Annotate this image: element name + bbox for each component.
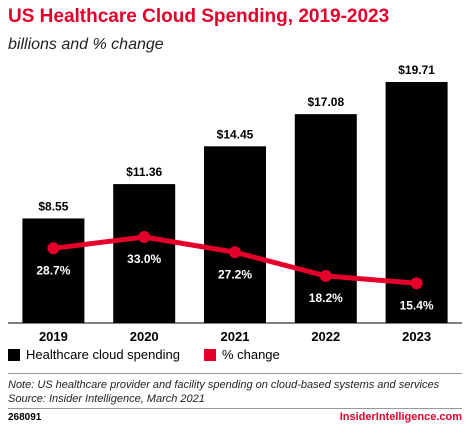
pct-point-2020 (138, 231, 151, 243)
x-tick-label-2020: 2020 (130, 329, 159, 344)
legend-item-change: % change (203, 347, 280, 362)
legend-swatch-change (203, 348, 216, 361)
note-text: Note: US healthcare provider and facilit… (8, 379, 440, 391)
pct-point-2021 (229, 246, 241, 259)
pct-point-2023 (410, 277, 423, 290)
pct-value-label-2020: 33.0% (127, 252, 161, 266)
legend-swatch-spending (8, 348, 20, 361)
x-tick-label-2021: 2021 (221, 329, 250, 344)
x-tick-label-2022: 2022 (311, 329, 340, 344)
bar-2020 (113, 184, 176, 323)
bar-value-label-2022: $17.08 (307, 95, 344, 109)
pct-value-label-2019: 28.7% (36, 263, 70, 277)
bar-value-label-2020: $11.36 (126, 165, 162, 179)
pct-point-2019 (47, 242, 60, 255)
chart-subtitle: billions and % change (8, 36, 164, 53)
legend-label-change: % change (221, 347, 280, 362)
pct-value-label-2023: 15.4% (400, 298, 434, 312)
chart-id: 268091 (8, 412, 42, 423)
brand-link[interactable]: InsiderIntelligence.com (339, 411, 462, 423)
bar-value-label-2019: $8.55 (38, 199, 68, 213)
chart-area: $8.55 2019 $11.36 2020 $14.45 2021 $17.08 2022 $… (8, 63, 462, 344)
source-text: Source: Insider Intelligence, March 2021 (8, 393, 205, 405)
bar-2019 (22, 218, 85, 323)
pct-value-label-2021: 27.2% (218, 267, 252, 281)
bar-value-label-2021: $14.45 (217, 127, 254, 141)
footnote: Note: US healthcare provider and facilit… (8, 378, 439, 406)
legend-label-spending: Healthcare cloud spending (26, 347, 180, 362)
x-tick-label-2023: 2023 (402, 329, 431, 344)
bar-2021 (204, 146, 266, 323)
legend-item-spending: Healthcare cloud spending (8, 347, 180, 362)
pct-value-label-2022: 18.2% (309, 291, 343, 305)
bar-2022 (294, 114, 357, 323)
chart-title: US Healthcare Cloud Spending, 2019-2023 (8, 6, 390, 27)
footer-divider-top (8, 373, 462, 374)
footer-divider-bottom (8, 408, 462, 409)
pct-point-2022 (319, 269, 332, 282)
legend: Healthcare cloud spending % change (8, 347, 304, 362)
x-tick-label-2019: 2019 (39, 329, 68, 344)
bar-value-label-2023: $19.71 (398, 63, 435, 77)
